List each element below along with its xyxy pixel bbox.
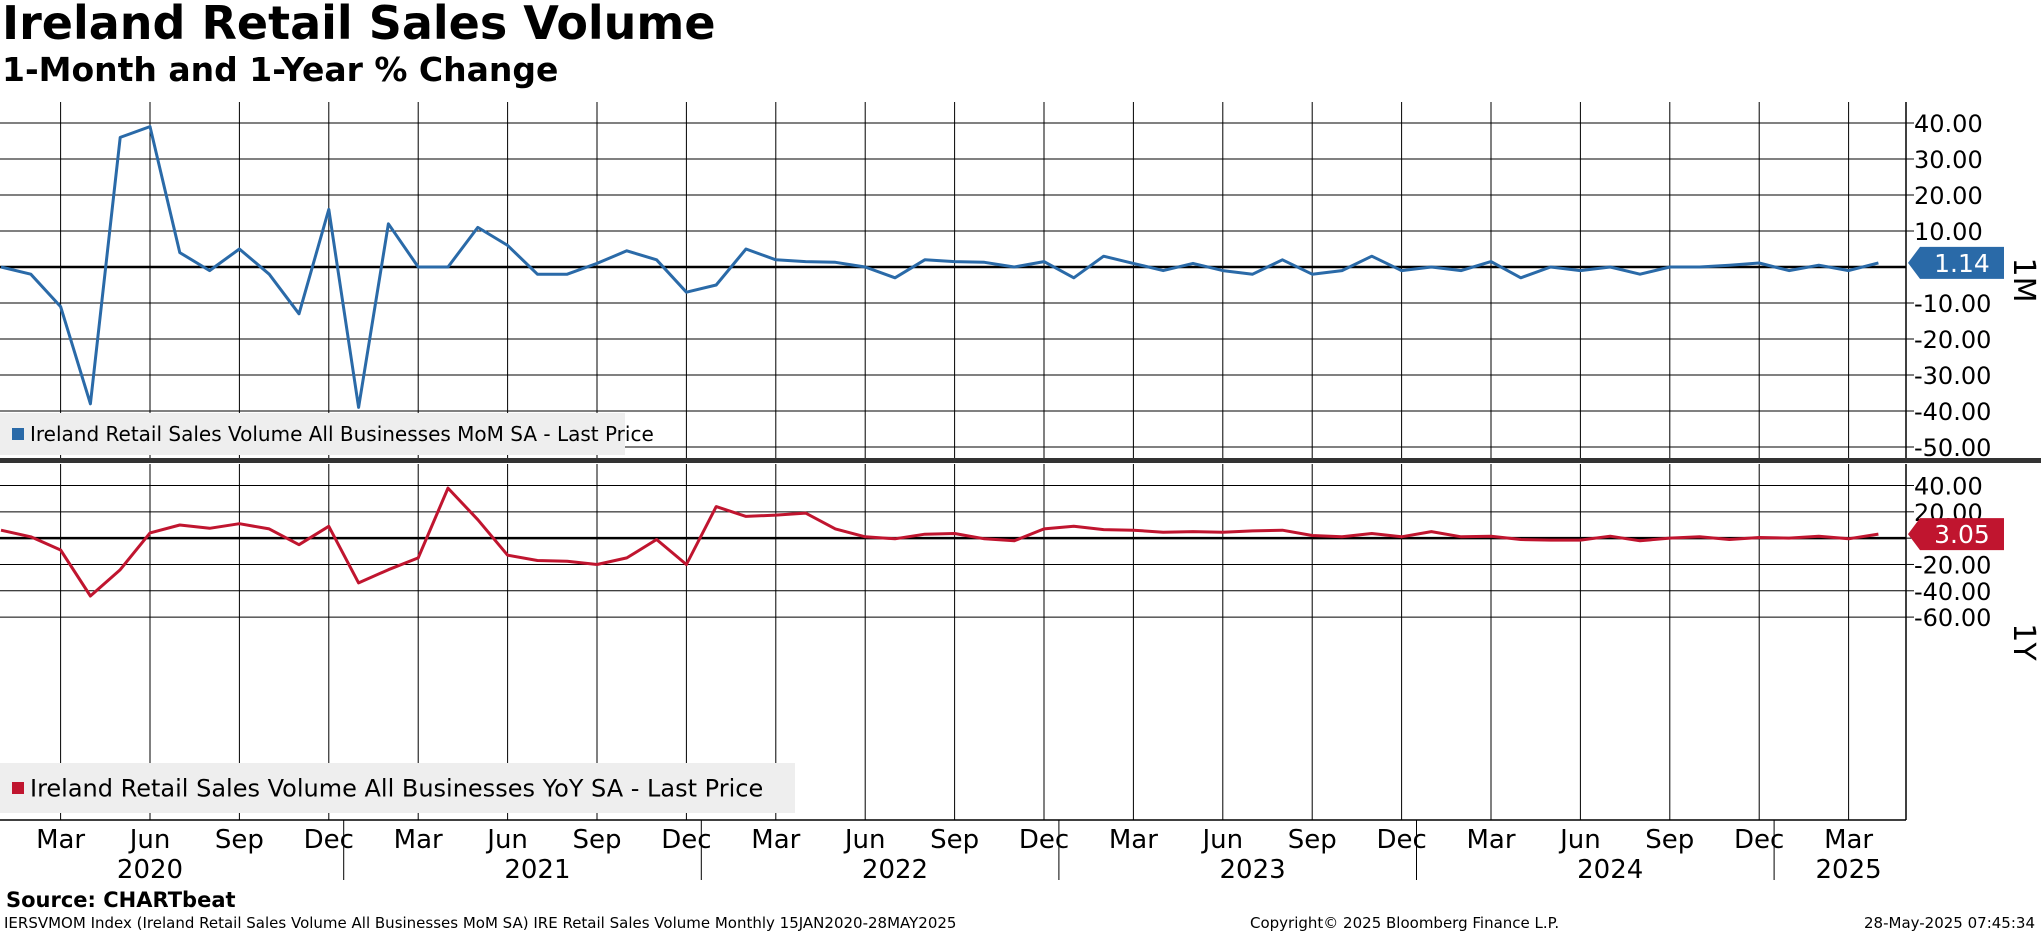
timestamp: 28-May-2025 07:45:34 <box>1864 914 2035 932</box>
y-tick-label: -20.00 <box>1914 326 1991 354</box>
x-tick-label: Mar <box>751 825 800 855</box>
legend-swatch <box>12 428 24 440</box>
legend-swatch <box>12 782 24 794</box>
y-tick-label: -40.00 <box>1914 578 1991 606</box>
legend-label: Ireland Retail Sales Volume All Business… <box>30 775 763 803</box>
x-tick-label: Jun <box>843 825 886 855</box>
x-tick-label: Dec <box>1376 825 1426 855</box>
last-value-label: 1.14 <box>1934 249 1990 278</box>
x-tick-label: Jun <box>1200 825 1243 855</box>
x-tick-label: Dec <box>304 825 354 855</box>
x-tick-label: Sep <box>930 825 979 855</box>
source-label: Source: CHARTbeat <box>6 888 236 912</box>
x-tick-label: Mar <box>1824 825 1873 855</box>
chart-subtitle: 1-Month and 1-Year % Change <box>2 50 559 89</box>
x-year-label: 2025 <box>1816 855 1882 885</box>
x-tick-label: Jun <box>485 825 528 855</box>
y-tick-label: -60.00 <box>1914 604 1991 632</box>
mom-series-line <box>0 125 1879 409</box>
copyright-notice: Copyright© 2025 Bloomberg Finance L.P. <box>1250 914 1560 932</box>
y-tick-label: -10.00 <box>1914 290 1991 318</box>
yoy-series-line <box>0 486 1879 598</box>
x-year-label: 2021 <box>504 855 570 885</box>
panel-divider <box>0 458 2041 463</box>
x-year-label: 2024 <box>1577 855 1643 885</box>
last-value-flag <box>1908 246 2004 279</box>
x-year-label: 2023 <box>1220 855 1286 885</box>
y-tick-label: -50.00 <box>1914 434 1991 462</box>
chart-title: Ireland Retail Sales Volume <box>2 0 716 50</box>
x-tick-label: Sep <box>1645 825 1694 855</box>
x-tick-label: Sep <box>1288 825 1337 855</box>
y-tick-label: 20.00 <box>1914 182 1983 210</box>
x-tick-label: Dec <box>661 825 711 855</box>
y-tick-label: 30.00 <box>1914 146 1983 174</box>
y-tick-label: -30.00 <box>1914 362 1991 390</box>
x-tick-label: Mar <box>1466 825 1515 855</box>
panel-axis-label: 1Y <box>2006 623 2041 661</box>
x-tick-label: Dec <box>1019 825 1069 855</box>
y-tick-label: 10.00 <box>1914 218 1983 246</box>
last-value-label: 3.05 <box>1934 520 1990 549</box>
x-tick-label: Dec <box>1734 825 1784 855</box>
x-tick-label: Sep <box>215 825 264 855</box>
y-tick-label: 40.00 <box>1914 473 1983 501</box>
y-tick-label: -20.00 <box>1914 551 1991 579</box>
legend-label: Ireland Retail Sales Volume All Business… <box>30 422 654 446</box>
x-tick-label: Mar <box>394 825 443 855</box>
panel-axis-label: 1M <box>2006 258 2041 303</box>
legend-box <box>0 413 625 455</box>
y-tick-label: 40.00 <box>1914 110 1983 138</box>
legend-box <box>0 763 795 813</box>
y-tick-label: -40.00 <box>1914 398 1991 426</box>
x-tick-label: Sep <box>572 825 621 855</box>
x-tick-label: Mar <box>36 825 85 855</box>
x-tick-label: Jun <box>128 825 171 855</box>
index-description: IERSVMOM Index (Ireland Retail Sales Vol… <box>4 914 957 932</box>
x-tick-label: Jun <box>1558 825 1601 855</box>
last-value-flag <box>1908 518 2004 551</box>
x-tick-label: Mar <box>1109 825 1158 855</box>
x-year-label: 2020 <box>117 855 183 885</box>
x-year-label: 2022 <box>862 855 928 885</box>
